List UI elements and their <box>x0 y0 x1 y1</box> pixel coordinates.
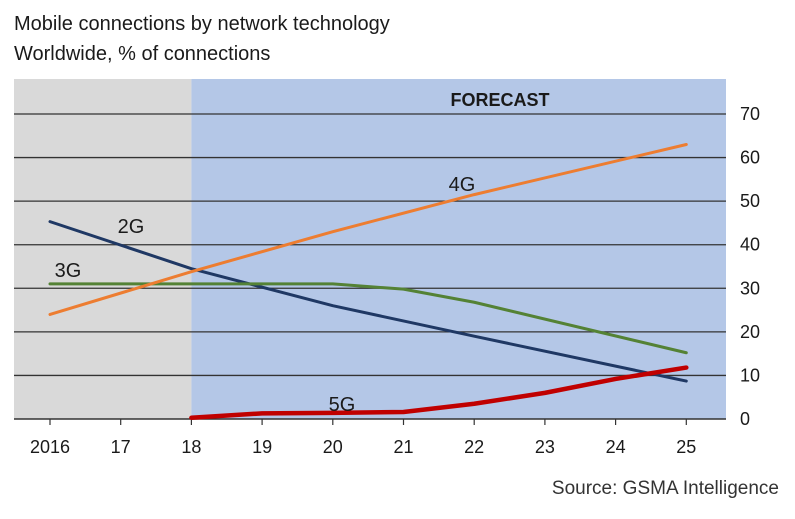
y-axis-ticks: 0 10 20 30 40 50 60 70 <box>740 104 760 429</box>
series-line-5g <box>189 365 689 420</box>
y-tick-label: 30 <box>740 278 760 298</box>
x-tick-label: 24 <box>606 437 626 457</box>
x-axis-ticks: 2016 17 18 19 20 21 22 23 24 25 <box>30 419 696 457</box>
x-tick-label: 20 <box>323 437 343 457</box>
series-label-2g: 2G <box>118 216 145 238</box>
series-line-3g <box>48 282 688 355</box>
y-tick-label: 40 <box>740 235 760 255</box>
chart-title-block: Mobile connections by network technology… <box>14 9 390 69</box>
y-tick-label: 0 <box>740 409 750 429</box>
chart-subtitle: Worldwide, % of connections <box>14 43 271 65</box>
series-labels: 2G 3G 4G 5G <box>55 174 476 416</box>
series-line-2g <box>48 220 688 383</box>
x-tick-label: 19 <box>252 437 272 457</box>
y-tick-label: 50 <box>740 191 760 211</box>
x-tick-label: 25 <box>676 437 696 457</box>
x-tick-label: 21 <box>393 437 413 457</box>
series-lines <box>48 143 689 420</box>
gridlines <box>14 113 726 420</box>
y-tick-label: 20 <box>740 322 760 342</box>
x-tick-label: 2016 <box>30 437 70 457</box>
y-tick-label: 60 <box>740 148 760 168</box>
x-tick-label: 18 <box>181 437 201 457</box>
source-note: Source: GSMA Intelligence <box>551 478 779 499</box>
series-label-5g: 5G <box>329 394 356 416</box>
forecast-region <box>191 79 726 419</box>
x-tick-label: 23 <box>535 437 555 457</box>
historical-region <box>14 79 192 419</box>
y-tick-label: 10 <box>740 365 760 385</box>
series-line-4g <box>48 143 688 316</box>
series-label-4g: 4G <box>449 174 476 196</box>
forecast-label: FORECAST <box>451 90 550 110</box>
chart-title: Mobile connections by network technology <box>14 13 390 35</box>
y-tick-label: 70 <box>740 104 760 124</box>
series-label-3g: 3G <box>55 260 82 282</box>
x-tick-label: 22 <box>464 437 484 457</box>
x-tick-label: 17 <box>111 437 131 457</box>
